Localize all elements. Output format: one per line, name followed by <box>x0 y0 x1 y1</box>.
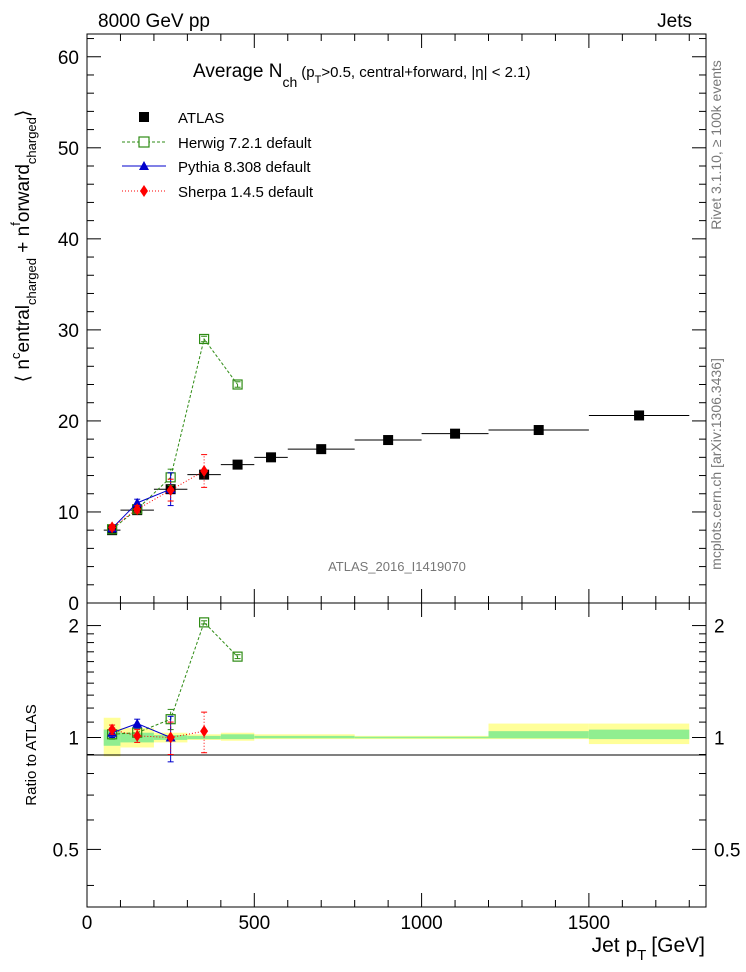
data-point <box>133 503 142 516</box>
main-ylabel: ⟨ ncentralcharged + nforwardcharged⟩ <box>8 110 39 383</box>
main-ytick-label: 0 <box>68 594 79 615</box>
data-point <box>232 379 243 390</box>
xtick-label: 1000 <box>400 913 442 934</box>
svg-text:Sherpa 1.4.5 default: Sherpa 1.4.5 default <box>178 184 314 201</box>
ratio-series-herwig <box>106 617 243 740</box>
ratio-ticks: 0.5 0.5 1 1 2 2 0 500 1000 1500 <box>53 603 740 934</box>
data-point <box>108 521 117 534</box>
data-point <box>166 484 175 497</box>
series-herwig <box>106 333 243 535</box>
header-left: 8000 GeV pp <box>98 11 210 32</box>
rivet-label: Rivet 3.1.10, ≥ 100k events <box>708 60 724 230</box>
data-point <box>383 435 394 446</box>
ratio-series <box>106 617 243 763</box>
xtick-label: 500 <box>238 913 270 934</box>
main-ytick-label: 50 <box>58 139 79 160</box>
uncertainty-band-inner <box>588 729 690 740</box>
ratio-point <box>232 651 243 662</box>
ratio-ylabel: Ratio to ATLAS <box>23 704 40 805</box>
title-tail: >0.5, central+forward, |η| < 2.1) <box>321 64 530 81</box>
uncertainty-band-inner <box>354 736 489 739</box>
xtick-label: 1500 <box>568 913 610 934</box>
data-point <box>199 333 210 345</box>
uncertainty-band-inner <box>488 731 589 739</box>
ratio-ytick-label-right: 2 <box>714 617 725 638</box>
ratio-ytick-label-left: 2 <box>68 617 79 638</box>
main-series <box>103 333 690 536</box>
uncertainty-band-inner <box>254 735 355 739</box>
title-rest: (p <box>301 64 314 81</box>
svg-text:Herwig 7.2.1 default: Herwig 7.2.1 default <box>178 135 312 152</box>
ratio-bands <box>103 717 690 757</box>
main-ytick-label: 40 <box>58 230 79 251</box>
main-title: Average Nch(pT>0.5, central+forward, |η|… <box>193 61 530 90</box>
legend-item-herwig: Herwig 7.2.1 default <box>122 135 312 152</box>
svg-text:Pythia 8.308 default: Pythia 8.308 default <box>178 159 311 176</box>
series-sherpa <box>108 454 209 534</box>
title-rest-sub: T <box>315 74 322 86</box>
ratio-xlabel: Jet pT [GeV] <box>592 934 705 964</box>
ratio-line <box>111 729 205 738</box>
title-main: Average N <box>193 61 282 82</box>
data-point <box>200 464 209 477</box>
main-ytick-label: 20 <box>58 412 79 433</box>
data-point <box>232 459 243 470</box>
header-right: Jets <box>657 11 692 32</box>
legend-item-pythia: Pythia 8.308 default <box>122 159 311 176</box>
ratio-series-sherpa <box>108 711 209 756</box>
ratio-ytick-label-left: 0.5 <box>53 840 79 861</box>
legend: ATLAS Herwig 7.2.1 default Pythia 8.308 … <box>122 110 314 201</box>
ratio-ytick-label-left: 1 <box>68 728 79 749</box>
ratio-point <box>199 617 210 628</box>
main-ytick-label: 60 <box>58 48 79 69</box>
data-point <box>316 444 327 455</box>
legend-item-atlas: ATLAS <box>139 110 224 127</box>
series-line <box>111 337 238 530</box>
ratio-point <box>200 725 209 738</box>
main-ytick-label: 10 <box>58 503 79 524</box>
ratio-frame <box>86 602 707 908</box>
ratio-point <box>108 723 117 736</box>
ratio-point <box>133 729 142 742</box>
legend-item-sherpa: Sherpa 1.4.5 default <box>122 184 314 201</box>
main-ytick-label: 30 <box>58 321 79 342</box>
data-point <box>266 452 277 463</box>
ratio-ytick-label-right: 0.5 <box>714 840 740 861</box>
watermark: ATLAS_2016_I1419070 <box>328 559 466 574</box>
data-point <box>132 497 143 507</box>
data-point <box>450 428 461 439</box>
main-panel: 0 10 20 30 40 50 60 Average Nch(pT>0.5, centra… <box>8 33 707 615</box>
series-atlas <box>103 410 690 536</box>
ratio-point <box>166 731 175 744</box>
uncertainty-band-inner <box>220 734 255 740</box>
ratio-ytick-label-right: 1 <box>714 728 725 749</box>
data-point <box>634 410 645 421</box>
data-point <box>533 425 544 436</box>
ratio-point <box>132 718 143 728</box>
title-sub: ch <box>282 74 297 90</box>
series-line <box>111 470 205 528</box>
mcplots-label: mcplots.cern.ch [arXiv:1306.3436] <box>708 358 724 570</box>
svg-text:ATLAS: ATLAS <box>178 110 224 127</box>
xtick-label: 0 <box>82 913 93 934</box>
ratio-panel: 0.5 0.5 1 1 2 2 0 500 1000 1500 Ratio to ATLAS Je… <box>23 602 740 964</box>
main-ticks: 0 10 20 30 40 50 60 <box>58 34 706 615</box>
